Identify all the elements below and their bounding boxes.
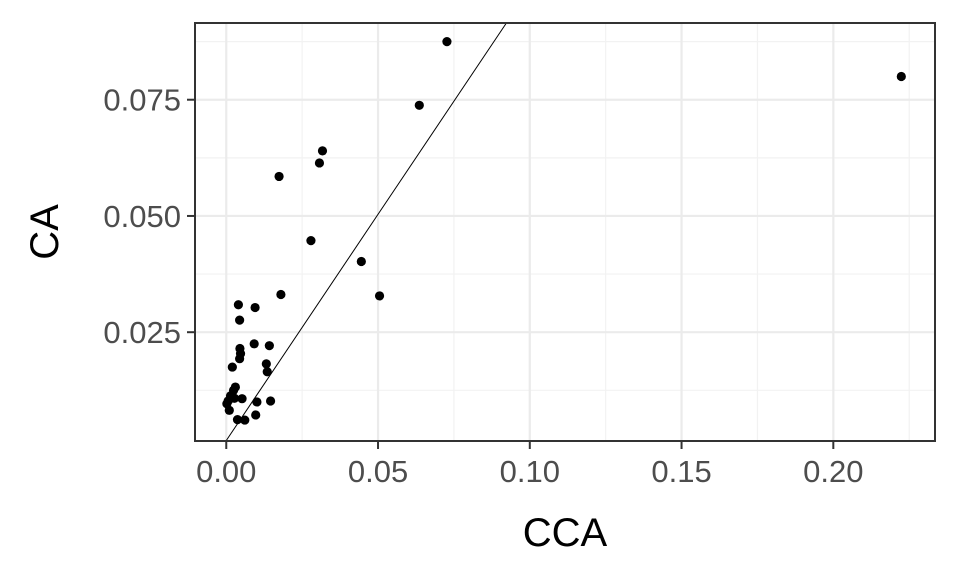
y-axis-title: CA <box>23 204 67 260</box>
x-axis-title: CCA <box>523 511 608 555</box>
data-point <box>442 36 452 47</box>
data-point <box>232 415 243 425</box>
data-point <box>414 100 424 110</box>
y-tick-label: 0.075 <box>103 83 181 118</box>
data-point <box>249 339 259 349</box>
x-tick-label: 0.05 <box>348 454 408 489</box>
data-point <box>896 71 906 82</box>
data-point <box>227 362 237 372</box>
data-point <box>235 315 245 325</box>
data-point <box>274 171 284 182</box>
data-point <box>306 236 316 246</box>
grid-minor <box>195 23 935 441</box>
data-point <box>374 291 385 301</box>
x-tick-label: 0.15 <box>651 454 711 489</box>
data-point <box>317 146 328 156</box>
data-point <box>264 341 274 351</box>
data-point <box>314 158 325 168</box>
data-point <box>261 359 271 369</box>
data-point <box>235 354 245 364</box>
x-axis-ticks: 0.00 0.05 0.10 0.15 0.20 <box>196 441 863 489</box>
data-point <box>237 394 247 404</box>
data-point <box>224 405 234 415</box>
reference-line-group <box>225 22 507 442</box>
y-tick-label: 0.050 <box>103 199 181 234</box>
y-tick-label: 0.025 <box>103 315 181 350</box>
y-axis-ticks: 0.025 0.050 0.075 <box>103 83 195 350</box>
data-point <box>251 410 261 420</box>
data-point <box>356 256 366 267</box>
data-points <box>222 36 906 425</box>
reference-line <box>225 22 507 442</box>
x-tick-label: 0.10 <box>500 454 560 489</box>
data-point <box>240 415 250 425</box>
data-point <box>265 396 276 406</box>
panel-border <box>194 22 936 442</box>
data-point <box>250 302 260 313</box>
data-point <box>276 289 286 300</box>
data-point <box>233 300 244 310</box>
data-point <box>252 397 262 407</box>
x-tick-label: 0.20 <box>803 454 863 489</box>
x-tick-label: 0.00 <box>196 454 256 489</box>
grid-major <box>195 23 935 441</box>
data-point <box>262 367 272 377</box>
panel-background <box>195 23 935 441</box>
